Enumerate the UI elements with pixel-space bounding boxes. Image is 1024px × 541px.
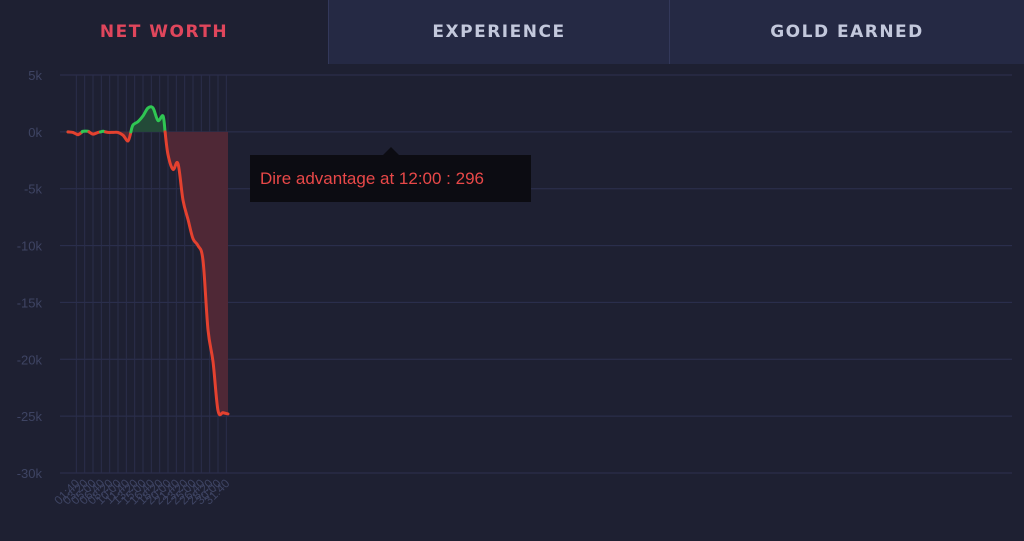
data-point — [160, 113, 166, 119]
data-point — [165, 152, 171, 158]
data-point — [135, 119, 141, 125]
data-point — [220, 410, 226, 416]
radiant-area — [130, 106, 166, 132]
dire-line — [66, 130, 84, 137]
y-tick-label: -30k — [17, 466, 43, 481]
data-point — [190, 236, 196, 242]
advantage-lines — [66, 105, 231, 417]
radiant-line — [129, 105, 167, 134]
data-point — [225, 411, 231, 417]
data-point — [130, 122, 136, 128]
data-point — [95, 129, 101, 135]
tab-net-worth[interactable]: NET WORTH — [0, 0, 328, 64]
dire-area — [105, 131, 131, 142]
dire-line — [163, 130, 230, 417]
y-tick-label: -25k — [17, 409, 43, 424]
stat-tabs: NET WORTH EXPERIENCE GOLD EARNED — [0, 0, 1024, 64]
y-tick-label: 0k — [28, 125, 42, 140]
data-point — [185, 216, 191, 222]
data-point — [155, 117, 161, 123]
data-point — [195, 243, 201, 249]
data-point — [170, 166, 176, 172]
data-point — [100, 128, 106, 134]
data-point — [140, 113, 146, 119]
y-tick-label: -15k — [17, 295, 43, 310]
y-tick-label: -5k — [24, 182, 43, 197]
y-tick-label: -20k — [17, 352, 43, 367]
data-point — [125, 138, 131, 144]
tab-gold-earned[interactable]: GOLD EARNED — [669, 0, 1024, 64]
tooltip-arrow — [383, 147, 399, 155]
x-axis-ticks: 01:4003:2005:0006:4008:2010:0011:4013:20… — [51, 476, 232, 507]
data-point — [180, 197, 186, 203]
advantage-tooltip: Dire advantage at 12:00 : 296 — [250, 155, 531, 202]
data-point — [210, 359, 216, 365]
y-tick-label: 5k — [28, 68, 42, 83]
data-point — [200, 257, 206, 263]
data-point — [150, 105, 156, 111]
y-axis-ticks: 5k 0k -5k -10k -15k -20k -25k -30k — [17, 68, 43, 481]
dire-line — [104, 130, 133, 143]
data-point — [120, 132, 126, 138]
data-point — [175, 161, 181, 167]
data-point — [205, 327, 211, 333]
dire-area — [165, 131, 228, 415]
tab-experience[interactable]: EXPERIENCE — [328, 0, 669, 64]
data-point — [75, 132, 81, 138]
y-tick-label: -10k — [17, 239, 43, 254]
